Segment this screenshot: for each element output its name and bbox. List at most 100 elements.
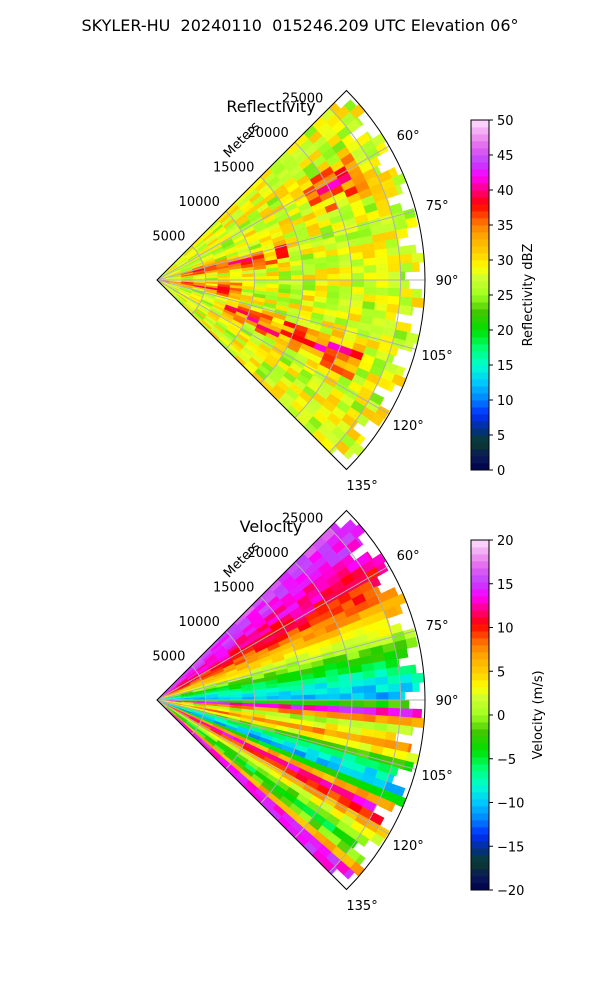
- data-cell: [202, 738, 214, 749]
- data-cell: [290, 270, 304, 276]
- data-cell: [289, 675, 303, 683]
- data-cell: [260, 360, 274, 373]
- data-cell: [314, 290, 328, 298]
- data-cell: [276, 608, 290, 621]
- data-cell: [202, 257, 215, 264]
- data-cell: [303, 544, 318, 560]
- data-cell: [290, 700, 304, 706]
- data-cell: [179, 686, 192, 692]
- data-cell: [383, 650, 398, 662]
- data-cell: [240, 291, 254, 297]
- data-cell: [221, 240, 235, 249]
- data-cell: [266, 748, 281, 758]
- data-cell: [251, 615, 265, 627]
- colorbar-segment: [471, 806, 489, 814]
- data-cell: [339, 686, 353, 695]
- data-cell: [204, 289, 217, 295]
- data-cell: [226, 326, 239, 337]
- data-cell: [254, 180, 268, 193]
- data-cell: [190, 678, 203, 686]
- data-cell: [290, 280, 304, 286]
- data-cell: [315, 274, 328, 281]
- data-cell: [205, 655, 218, 666]
- data-cell: [296, 319, 310, 329]
- data-cell: [228, 646, 241, 656]
- data-cell: [302, 758, 316, 769]
- colorbar-tick-label: 20: [497, 534, 514, 549]
- data-cell: [362, 167, 378, 182]
- data-cell: [387, 715, 401, 726]
- data-cell: [251, 673, 265, 681]
- data-cell: [234, 613, 247, 626]
- data-cell: [314, 268, 328, 276]
- data-cell: [205, 280, 219, 283]
- data-cell: [376, 272, 389, 281]
- data-cell: [312, 392, 327, 406]
- data-cell: [299, 599, 314, 612]
- colorbar-segment: [471, 421, 489, 429]
- data-cell: [313, 762, 328, 774]
- data-cell: [241, 270, 255, 275]
- data-cell: [240, 680, 254, 686]
- data-cell: [364, 399, 381, 414]
- data-cell: [322, 196, 337, 208]
- data-cell: [387, 801, 396, 813]
- data-cell: [178, 683, 191, 690]
- data-cell: [166, 263, 177, 273]
- data-cell: [219, 756, 231, 767]
- data-cell: [273, 784, 287, 797]
- data-cell: [191, 711, 204, 717]
- data-cell: [285, 159, 300, 173]
- data-cell: [326, 832, 342, 847]
- colorbar-tick-label: 15: [497, 359, 514, 374]
- colorbar-segment: [471, 400, 489, 408]
- data-cell: [228, 682, 242, 688]
- data-cell: [229, 274, 243, 278]
- data-cell: [220, 238, 234, 247]
- data-cell: [215, 716, 228, 723]
- data-cell: [325, 852, 341, 867]
- data-cell: [405, 636, 418, 649]
- data-cell: [362, 799, 378, 813]
- data-cell: [252, 677, 266, 684]
- data-cell: [213, 720, 227, 728]
- data-cell: [221, 311, 235, 320]
- colorbar-segment: [471, 309, 489, 317]
- data-cell: [205, 283, 219, 287]
- data-cell: [240, 294, 254, 301]
- data-cell: [302, 269, 316, 276]
- data-cell: [229, 691, 243, 696]
- data-cell: [350, 678, 364, 688]
- data-cell: [349, 104, 365, 120]
- data-cell: [242, 700, 255, 704]
- data-cell: [263, 336, 277, 347]
- data-cell: [344, 605, 359, 618]
- data-cell: [290, 333, 305, 344]
- data-cell: [201, 717, 214, 725]
- data-cell: [258, 763, 272, 774]
- data-cell: [179, 684, 191, 691]
- data-cell: [302, 284, 316, 292]
- data-cell: [210, 641, 222, 653]
- data-cell: [345, 427, 362, 443]
- data-cell: [181, 276, 194, 279]
- data-cell: [383, 186, 399, 200]
- data-cell: [289, 680, 303, 687]
- data-cell: [223, 218, 236, 229]
- data-cell: [201, 673, 214, 681]
- data-cell: [261, 309, 275, 318]
- data-cell: [252, 293, 266, 299]
- data-cell: [266, 372, 281, 385]
- data-cell: [411, 717, 424, 729]
- data-cell: [294, 133, 309, 148]
- data-cell: [252, 330, 266, 341]
- data-cell: [350, 671, 364, 681]
- colorbar-tick-label: −10: [497, 797, 524, 812]
- data-cell: [258, 736, 273, 746]
- data-cell: [213, 300, 227, 308]
- data-cell: [252, 220, 266, 230]
- data-cell: [254, 618, 267, 631]
- data-cell: [313, 670, 327, 679]
- data-cell: [291, 216, 305, 227]
- data-cell: [166, 265, 178, 273]
